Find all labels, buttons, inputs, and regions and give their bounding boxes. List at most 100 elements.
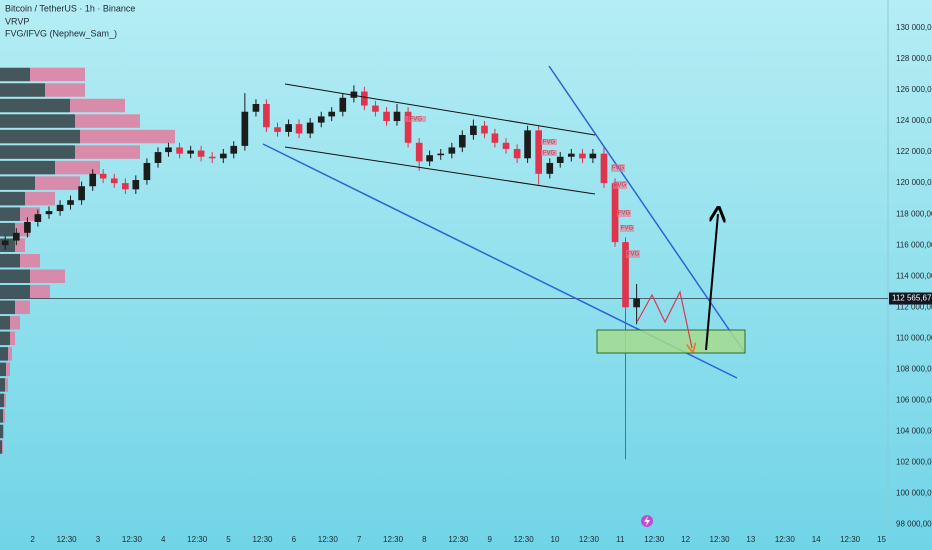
candle-body bbox=[24, 221, 31, 233]
profile-bar bbox=[15, 300, 30, 315]
fvg-label: IFVG bbox=[408, 117, 422, 123]
profile-bar bbox=[80, 129, 175, 144]
candle-body bbox=[611, 183, 619, 243]
candle-body bbox=[579, 153, 586, 159]
candle-body bbox=[89, 173, 97, 187]
x-tick-label: 4 bbox=[161, 535, 166, 544]
profile-bar bbox=[0, 424, 3, 439]
chart-title: Bitcoin / TetherUS · 1h · Binance bbox=[5, 3, 135, 13]
candle-body bbox=[481, 125, 488, 134]
fvg-label: FVG bbox=[614, 183, 627, 189]
candle-body bbox=[415, 142, 423, 162]
profile-bar bbox=[0, 440, 2, 454]
candle-body bbox=[252, 103, 260, 112]
fvg-box bbox=[613, 181, 627, 189]
x-tick-label: 12:30 bbox=[122, 535, 143, 544]
candle-body bbox=[295, 124, 303, 134]
y-tick-label: 106 000,00 bbox=[896, 396, 932, 405]
candle-body bbox=[230, 145, 238, 154]
profile-bar bbox=[0, 253, 20, 268]
x-tick-label: 3 bbox=[96, 535, 101, 544]
target-arrow bbox=[705, 214, 718, 351]
profile-bar bbox=[0, 114, 75, 128]
profile-bar bbox=[0, 300, 15, 315]
candle-body bbox=[426, 155, 433, 162]
profile-bar bbox=[0, 409, 3, 423]
candle-body bbox=[328, 111, 336, 117]
profile-bar bbox=[3, 424, 4, 439]
candle-body bbox=[143, 162, 151, 181]
candle-body bbox=[45, 211, 53, 215]
profile-bar bbox=[75, 114, 140, 128]
demand-zone bbox=[596, 329, 746, 354]
profile-bar bbox=[10, 331, 15, 346]
fvg-label: FVG bbox=[621, 226, 634, 232]
y-tick-label: 112 000,00 bbox=[896, 302, 932, 311]
profile-bar bbox=[0, 98, 70, 113]
candle-body bbox=[56, 204, 64, 212]
profile-bar bbox=[0, 362, 6, 377]
drawings: IFVG FVG FVG FVG FVG FVG FVG FVG bbox=[262, 65, 746, 527]
profile-bar bbox=[0, 316, 10, 330]
y-tick-label: 122 000,00 bbox=[896, 147, 932, 156]
fvg-box bbox=[626, 250, 640, 258]
x-tick-label: 13 bbox=[746, 535, 755, 544]
profile-bar bbox=[0, 176, 35, 190]
candle-body bbox=[404, 111, 412, 143]
candle-body bbox=[263, 103, 270, 128]
x-tick-label: 12:30 bbox=[318, 535, 339, 544]
profile-bar bbox=[25, 191, 55, 206]
profile-bar bbox=[10, 316, 20, 330]
indicator-label: FVG/IFVG (Nephew_Sam_) bbox=[5, 28, 117, 38]
candle-body bbox=[274, 127, 281, 132]
projection-path bbox=[636, 290, 692, 348]
x-tick-label: 12:30 bbox=[57, 535, 78, 544]
profile-bar bbox=[8, 347, 12, 361]
candle-body bbox=[383, 111, 390, 122]
candle-body bbox=[491, 133, 499, 143]
profile-bar bbox=[30, 285, 50, 299]
candle-body bbox=[187, 150, 194, 154]
candle-body bbox=[622, 242, 629, 308]
axes: 130 000,00 128 000,00 126 000,00 124 000,00… bbox=[30, 23, 932, 544]
candle-body bbox=[633, 298, 640, 308]
candle-body bbox=[567, 153, 575, 157]
y-tick-label: 116 000,00 bbox=[896, 240, 932, 249]
x-tick-label: 12:30 bbox=[710, 535, 731, 544]
candle-body bbox=[165, 147, 172, 153]
wedge-line bbox=[548, 65, 746, 354]
x-tick-label: 12:30 bbox=[252, 535, 273, 544]
profile-bar bbox=[75, 145, 140, 159]
candle-body bbox=[535, 130, 543, 174]
fvg-box bbox=[541, 150, 557, 156]
candle-body bbox=[589, 153, 597, 159]
plot bbox=[0, 85, 888, 460]
x-tick-label: 11 bbox=[616, 535, 625, 544]
profile-bar bbox=[0, 145, 75, 159]
profile-bar bbox=[70, 98, 125, 113]
last-price-label: 112 565,67 bbox=[892, 294, 932, 303]
fvg-label: FVG bbox=[543, 140, 556, 146]
candle-body bbox=[448, 147, 456, 154]
x-tick-label: 9 bbox=[487, 535, 492, 544]
candle-body bbox=[317, 116, 325, 123]
fvg-boxes: IFVG FVG FVG FVG FVG FVG FVG FVG bbox=[404, 116, 640, 258]
profile-bar bbox=[6, 362, 10, 377]
fvg-label: FVG bbox=[618, 211, 631, 217]
channel-line bbox=[284, 83, 596, 136]
x-tick-label: 12:30 bbox=[448, 535, 469, 544]
candle-body bbox=[197, 150, 205, 157]
y-tick-label: 130 000,00 bbox=[896, 23, 932, 32]
fvg-box bbox=[404, 116, 426, 122]
profile-bar bbox=[55, 160, 100, 175]
y-tick-label: 114 000,00 bbox=[896, 271, 932, 280]
profile-bar bbox=[20, 253, 40, 268]
last-price-box bbox=[889, 292, 932, 305]
profile-bar bbox=[0, 191, 25, 206]
y-tick-label: 108 000,00 bbox=[896, 364, 932, 373]
y-tick-label: 110 000,00 bbox=[896, 333, 932, 342]
candle-body bbox=[306, 122, 314, 134]
candle-body bbox=[556, 156, 564, 163]
indicator-label: VRVP bbox=[5, 16, 29, 26]
